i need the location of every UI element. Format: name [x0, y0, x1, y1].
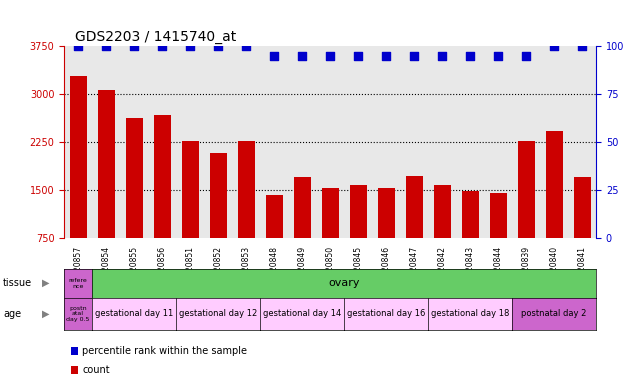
Bar	[545, 131, 563, 286]
Point	[101, 43, 112, 49]
Bar	[210, 153, 226, 286]
Point	[185, 43, 196, 49]
Point	[353, 53, 363, 59]
Bar	[154, 115, 171, 286]
Point	[521, 53, 531, 59]
Bar	[70, 76, 87, 286]
Bar	[97, 89, 115, 286]
Bar	[574, 177, 590, 286]
Bar	[126, 118, 142, 286]
Point	[73, 43, 83, 49]
Point	[241, 43, 251, 49]
Text: ▶: ▶	[42, 278, 50, 288]
Bar	[350, 185, 367, 286]
Text: age: age	[3, 309, 21, 319]
Text: gestational day 14: gestational day 14	[263, 310, 341, 318]
Bar	[518, 141, 535, 286]
Bar	[294, 177, 310, 286]
Text: postn
atal
day 0.5: postn atal day 0.5	[67, 306, 90, 322]
Bar	[406, 176, 422, 286]
Point	[437, 53, 447, 59]
Text: gestational day 12: gestational day 12	[179, 310, 257, 318]
Text: GDS2203 / 1415740_at: GDS2203 / 1415740_at	[75, 30, 236, 44]
Text: refere
nce: refere nce	[69, 278, 87, 289]
Bar	[266, 195, 283, 286]
Point	[493, 53, 503, 59]
Point	[549, 43, 559, 49]
Point	[157, 43, 167, 49]
Point	[325, 53, 335, 59]
Text: tissue: tissue	[3, 278, 32, 288]
Text: gestational day 11: gestational day 11	[95, 310, 173, 318]
Point	[297, 53, 307, 59]
Bar	[181, 141, 199, 286]
Bar	[322, 187, 338, 286]
Text: percentile rank within the sample: percentile rank within the sample	[82, 346, 247, 356]
Point	[409, 53, 419, 59]
Point	[465, 53, 475, 59]
Point	[269, 53, 279, 59]
Bar	[378, 188, 394, 286]
Bar	[434, 185, 451, 286]
Bar	[490, 193, 506, 286]
Text: ▶: ▶	[42, 309, 50, 319]
Text: gestational day 16: gestational day 16	[347, 310, 426, 318]
Text: count: count	[82, 365, 110, 375]
Text: gestational day 18: gestational day 18	[431, 310, 510, 318]
Bar	[238, 141, 254, 286]
Point	[381, 53, 391, 59]
Point	[577, 43, 587, 49]
Text: ovary: ovary	[328, 278, 360, 288]
Point	[213, 43, 223, 49]
Text: postnatal day 2: postnatal day 2	[521, 310, 587, 318]
Point	[129, 43, 139, 49]
Bar	[462, 191, 479, 286]
